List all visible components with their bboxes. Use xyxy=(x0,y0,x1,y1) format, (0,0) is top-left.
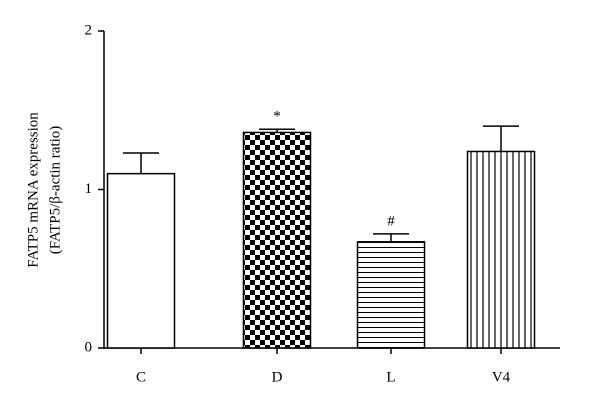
bar xyxy=(242,131,312,349)
x-tick-label: L xyxy=(386,369,395,385)
x-tick-label: D xyxy=(272,369,283,385)
annotation: # xyxy=(387,213,395,229)
bar xyxy=(106,172,176,349)
y-tick-label: 1 xyxy=(85,181,93,197)
y-tick-label: 2 xyxy=(85,22,93,38)
y-axis-label: FATP5 mRNA expression xyxy=(25,112,41,268)
bar xyxy=(356,241,426,349)
x-tick-label: C xyxy=(136,369,146,385)
y-axis-label: (FATP5/β-actin ratio) xyxy=(47,126,63,255)
y-tick-label: 0 xyxy=(85,339,93,355)
x-tick-label: V4 xyxy=(492,369,511,385)
annotation: * xyxy=(273,109,281,125)
bar xyxy=(466,150,536,349)
